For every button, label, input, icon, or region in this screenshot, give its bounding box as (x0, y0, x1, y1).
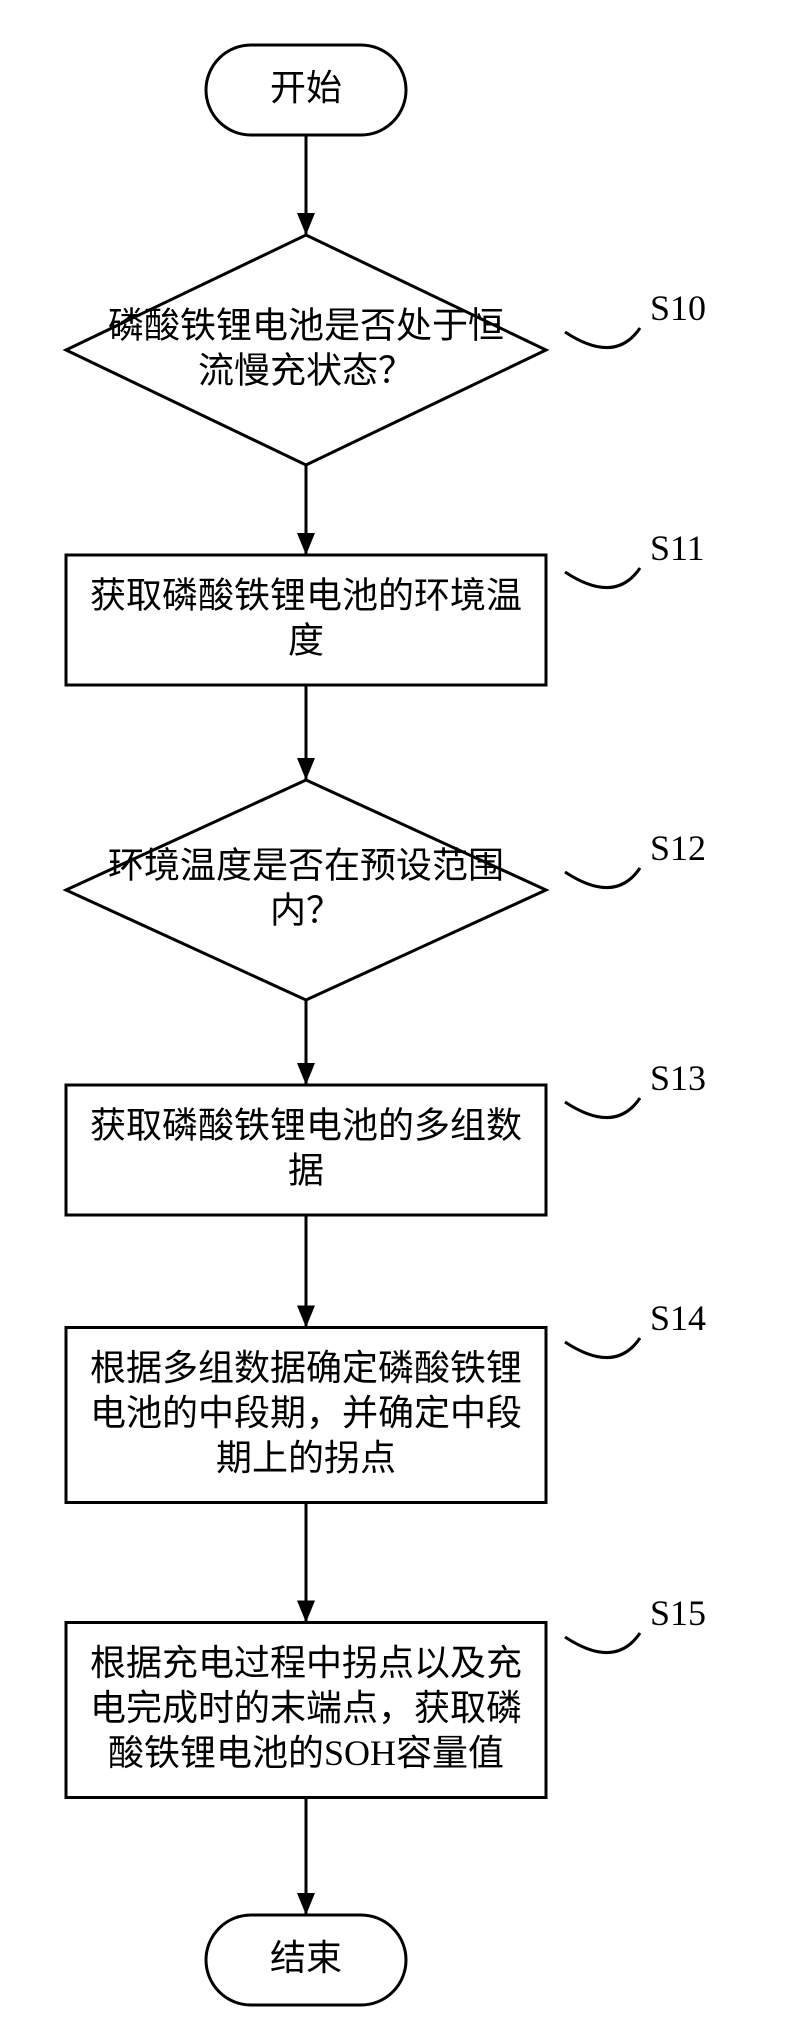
s10-text-line-1: 流慢充状态？ (198, 350, 414, 390)
node-s10: 磷酸铁锂电池是否处于恒流慢充状态？ (66, 235, 546, 465)
s12-text-line-1: 内？ (270, 890, 342, 930)
node-s13: 获取磷酸铁锂电池的多组数据 (66, 1085, 546, 1215)
step-label-s14: S14 (565, 1298, 706, 1358)
end-text-line-0: 结束 (270, 1938, 342, 1978)
label-connector-s10 (565, 328, 640, 348)
label-connector-s13 (565, 1098, 640, 1118)
node-s11: 获取磷酸铁锂电池的环境温度 (66, 555, 546, 685)
s15-text-line-0: 根据充电过程中拐点以及充 (90, 1643, 522, 1683)
node-s15: 根据充电过程中拐点以及充电完成时的末端点，获取磷酸铁锂电池的SOH容量值 (66, 1623, 546, 1798)
node-s12: 环境温度是否在预设范围内？ (66, 780, 546, 1000)
step-label-s15: S15 (565, 1593, 706, 1653)
s15-text-line-1: 电完成时的末端点，获取磷 (90, 1688, 522, 1728)
s13-text-line-0: 获取磷酸铁锂电池的多组数 (90, 1105, 522, 1145)
label-connector-s12 (565, 868, 640, 888)
labels-layer: S10 S11 S12 S13 S14 S15 (565, 288, 706, 1653)
label-connector-s14 (565, 1338, 640, 1358)
s11-text-line-0: 获取磷酸铁锂电池的环境温 (90, 575, 522, 615)
start-text-line-0: 开始 (270, 68, 342, 108)
step-label-s10: S10 (565, 288, 706, 348)
node-start: 开始 (206, 45, 406, 135)
label-text-s11: S11 (650, 528, 705, 568)
label-connector-s11 (565, 568, 640, 588)
step-label-s11: S11 (565, 528, 705, 588)
flowchart-canvas: 开始磷酸铁锂电池是否处于恒流慢充状态？ 获取磷酸铁锂电池的环境温度环境温度是否在预… (0, 0, 808, 2042)
s14-text-line-0: 根据多组数据确定磷酸铁锂 (90, 1348, 522, 1388)
s13-text-line-1: 据 (288, 1150, 324, 1190)
s12-text-line-0: 环境温度是否在预设范围 (108, 845, 504, 885)
node-end: 结束 (206, 1915, 406, 2005)
label-text-s12: S12 (650, 828, 706, 868)
s14-text-line-2: 期上的拐点 (216, 1438, 396, 1478)
s14-text-line-1: 电池的中段期，并确定中段 (90, 1393, 522, 1433)
label-connector-s15 (565, 1633, 640, 1653)
label-text-s13: S13 (650, 1058, 706, 1098)
s15-text-line-2: 酸铁锂电池的SOH容量值 (108, 1733, 504, 1773)
label-text-s15: S15 (650, 1593, 706, 1633)
s11-text-line-1: 度 (288, 620, 324, 660)
s10-text-line-0: 磷酸铁锂电池是否处于恒 (108, 305, 504, 345)
node-s14: 根据多组数据确定磷酸铁锂电池的中段期，并确定中段期上的拐点 (66, 1328, 546, 1503)
step-label-s12: S12 (565, 828, 706, 888)
step-label-s13: S13 (565, 1058, 706, 1118)
label-text-s10: S10 (650, 288, 706, 328)
label-text-s14: S14 (650, 1298, 706, 1338)
